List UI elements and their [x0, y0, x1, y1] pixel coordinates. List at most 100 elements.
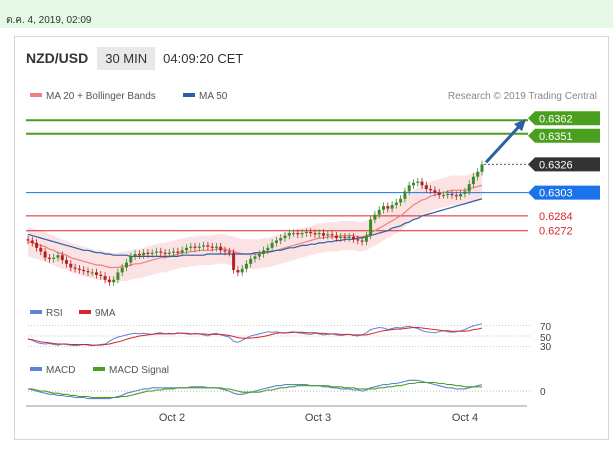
macd-line: [27, 379, 483, 400]
candle-body: [369, 219, 373, 236]
candle-body: [82, 269, 86, 272]
candle-body: [253, 256, 257, 259]
macd-signal-legend-swatch: [93, 367, 105, 371]
rsi-9ma-line: [27, 327, 483, 346]
candle-body: [326, 234, 330, 236]
chart-header: NZD/USD 30 MIN 04:09:20 CET: [26, 45, 243, 71]
candle-body: [30, 240, 34, 243]
level-label-0.6303: 0.6303: [539, 188, 573, 200]
candle-body: [437, 192, 441, 196]
x-tick-oct-2: Oct 2: [159, 412, 185, 424]
candle-body: [347, 236, 351, 238]
candle-body: [283, 235, 287, 239]
candle-body: [90, 272, 94, 274]
candle-body: [142, 252, 146, 256]
candle-body: [279, 238, 283, 241]
rsi9ma-legend-swatch: [79, 310, 91, 314]
rsi9ma-legend-label: 9MA: [95, 308, 116, 319]
candle-body: [330, 234, 334, 236]
candle-body: [322, 233, 325, 236]
candle-body: [377, 209, 381, 215]
candle-body: [185, 247, 188, 251]
candle-body: [446, 193, 450, 196]
candle-body: [296, 233, 300, 235]
candle-body: [454, 195, 458, 197]
candle-body: [163, 252, 167, 254]
candle-body: [180, 250, 184, 253]
candle-body: [287, 233, 291, 236]
ma50-legend-swatch: [183, 93, 195, 97]
macd-signal-legend-label: MACD Signal: [109, 365, 169, 376]
candle-body: [223, 250, 227, 252]
candle-body: [219, 246, 223, 251]
timeframe-badge: 30 MIN: [97, 46, 156, 70]
candle-body: [304, 231, 308, 234]
ma20-legend-swatch: [30, 93, 42, 97]
candle-body: [26, 239, 30, 241]
rsi-tick-50: 50: [540, 333, 552, 344]
level-label-0.6326: 0.6326: [539, 159, 573, 171]
candle-body: [120, 267, 124, 273]
candle-body: [420, 181, 424, 186]
price-panel: 0.6362 0.6351 0.6326 0.6303 0.6284 0.6272: [26, 111, 600, 286]
candle-body: [39, 247, 43, 252]
candle-body: [43, 251, 47, 258]
candle-body: [193, 246, 197, 248]
ma50-legend-label: MA 50: [199, 91, 228, 102]
candle-body: [227, 251, 231, 253]
candle-body: [459, 193, 463, 197]
candle-body: [476, 171, 480, 177]
candle-body: [360, 240, 364, 242]
candle-body: [399, 198, 403, 203]
level-label-0.6351: 0.6351: [539, 131, 573, 143]
candle-body: [394, 202, 398, 205]
candle-body: [52, 257, 56, 259]
rsi-legend-swatch: [30, 310, 42, 314]
candle-body: [125, 262, 128, 268]
candle-body: [159, 251, 163, 253]
x-tick-oct-4: Oct 4: [452, 412, 478, 424]
candle-body: [373, 214, 377, 220]
candle-body: [429, 189, 433, 191]
candle-body: [116, 272, 120, 280]
candle-body: [313, 233, 317, 235]
candle-body: [244, 263, 248, 269]
candle-body: [232, 252, 236, 270]
candle-body: [300, 233, 304, 235]
candle-body: [236, 269, 240, 273]
candle-body: [317, 233, 321, 235]
candle-body: [95, 272, 98, 275]
candle-body: [202, 245, 206, 247]
level-label-0.6284: 0.6284: [539, 211, 573, 223]
candle-body: [176, 251, 180, 253]
macd-panel: [27, 379, 530, 400]
candle-body: [99, 274, 103, 276]
x-tick-oct-3: Oct 3: [305, 412, 331, 424]
candle-body: [309, 231, 313, 234]
candle-body: [266, 247, 270, 251]
candle-body: [56, 255, 60, 258]
timestamp-bar: ต.ค. 4, 2019, 02:09: [0, 0, 613, 28]
candle-body: [69, 263, 73, 268]
candle-body: [386, 206, 390, 209]
candle-body: [129, 256, 133, 263]
candle-body: [133, 254, 137, 257]
candle-body: [155, 251, 158, 253]
macd-legend-swatch: [30, 367, 42, 371]
macd-tick-0: 0: [540, 387, 546, 398]
candle-body: [433, 190, 437, 193]
level-tag-0.6303: [528, 185, 600, 200]
candle-body: [262, 250, 266, 254]
candle-body: [197, 246, 201, 248]
rsi-legend-label: RSI: [46, 308, 63, 319]
candle-body: [172, 251, 176, 253]
forecast-arrow-shaft: [484, 122, 524, 164]
chart-time: 04:09:20 CET: [163, 50, 244, 66]
rsi-tick-70: 70: [540, 322, 552, 333]
candle-body: [86, 271, 90, 273]
rsi-panel: [27, 323, 530, 348]
candle-body: [103, 276, 107, 280]
candle-body: [189, 246, 193, 248]
candle-body: [471, 176, 475, 185]
